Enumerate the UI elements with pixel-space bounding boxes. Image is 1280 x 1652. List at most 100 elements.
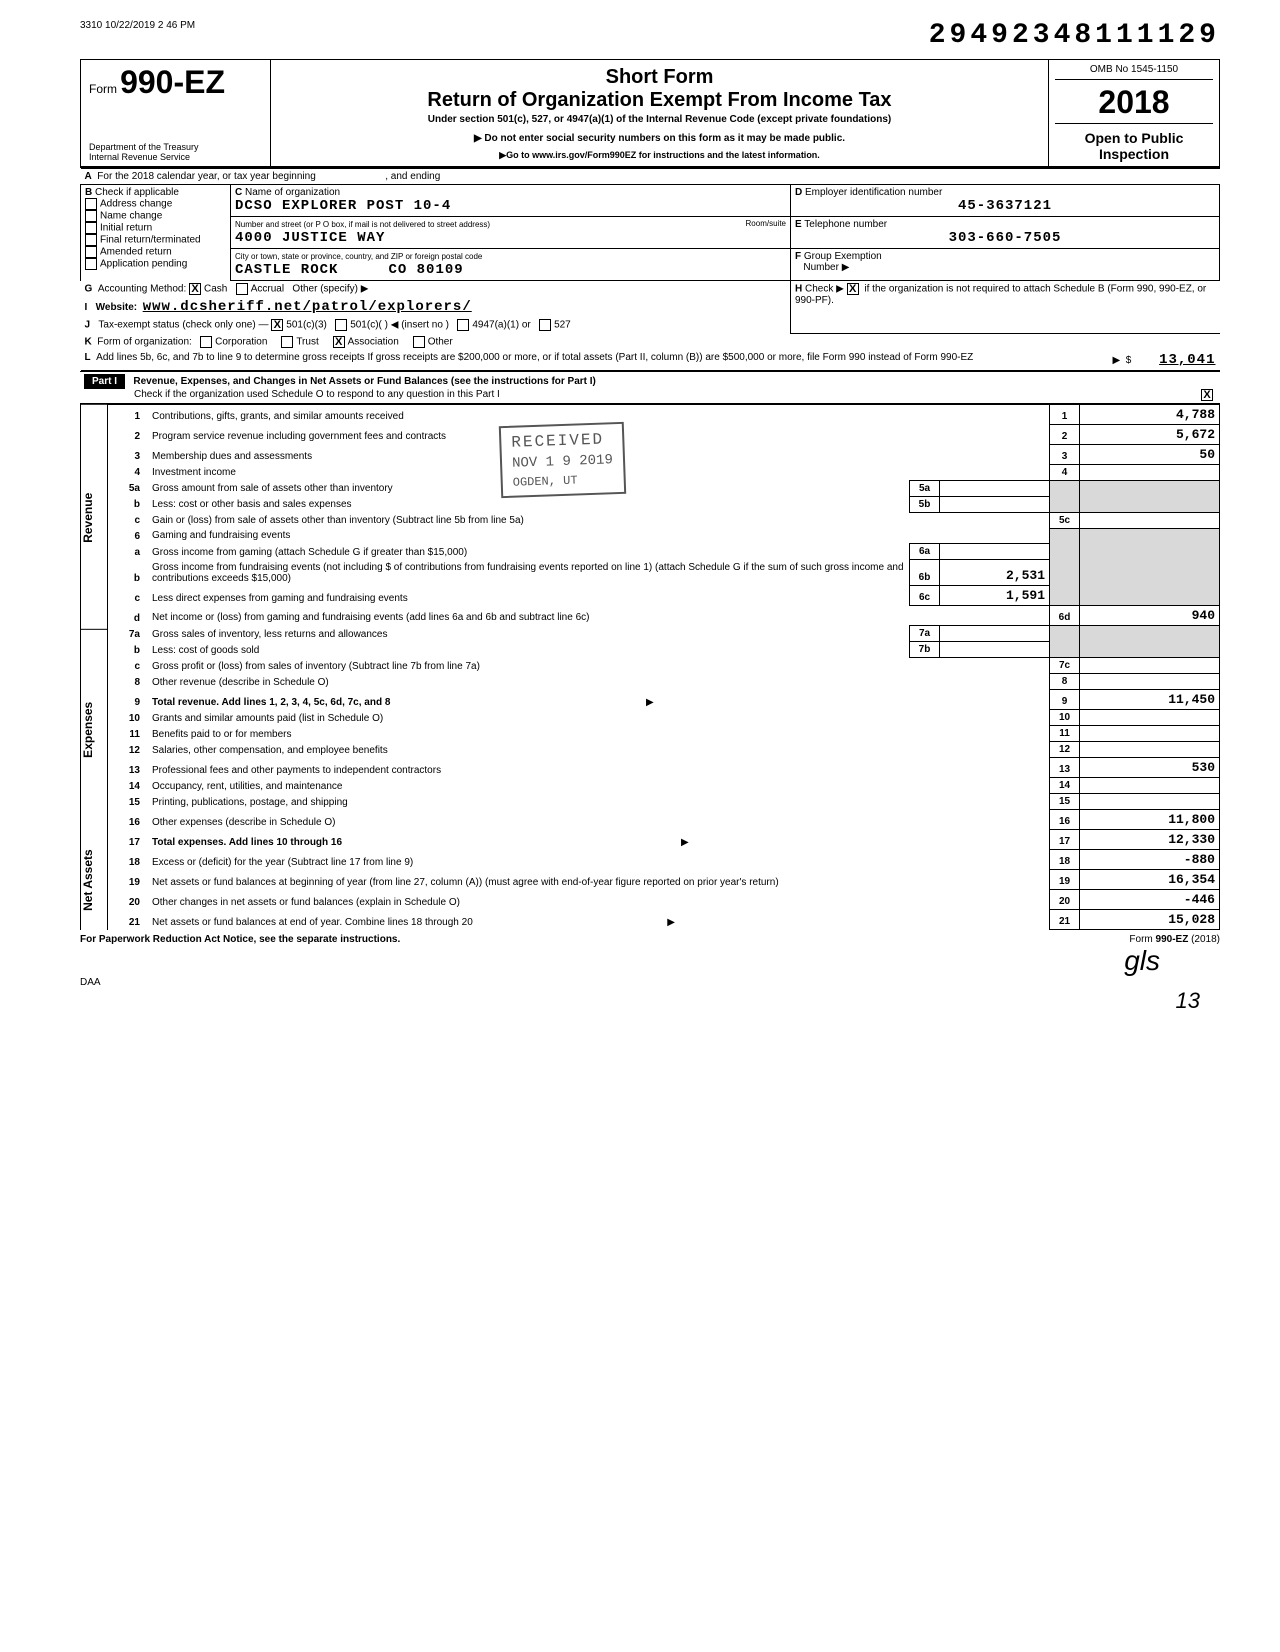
line-6c-desc: Less direct expenses from gaming and fun…: [148, 586, 910, 606]
title-line2: Return of Organization Exempt From Incom…: [281, 89, 1038, 112]
I-label: Website:: [96, 302, 138, 313]
sub-5a: 5a: [910, 480, 940, 496]
line-17-amt: 12,330: [1080, 830, 1220, 850]
line-17-desc: Total expenses. Add lines 10 through 16: [152, 837, 342, 848]
open-inspection: Open to Public Inspection: [1055, 130, 1213, 162]
line-6a-subamt: [940, 544, 1050, 560]
dept-irs: Internal Revenue Service: [89, 152, 262, 162]
goto-url: ▶Go to www.irs.gov/Form990EZ for instruc…: [281, 150, 1038, 161]
omb-number: OMB No 1545-1150: [1055, 64, 1213, 80]
chk-other-org[interactable]: [413, 336, 425, 348]
line-7c-desc: Gross profit or (loss) from sales of inv…: [148, 658, 1050, 674]
form-prefix: Form: [89, 82, 117, 96]
line-5a-subamt: [940, 480, 1050, 496]
section-revenue: Revenue: [81, 404, 107, 630]
line-7a-subamt: [940, 626, 1050, 642]
document-locator-number: 29492348111129: [929, 20, 1220, 51]
sub-5b: 5b: [910, 496, 940, 512]
line-5c-amt: [1080, 512, 1220, 528]
line-21-amt: 15,028: [1080, 910, 1220, 930]
chk-address-change[interactable]: [85, 198, 97, 210]
line-20-desc: Other changes in net assets or fund bala…: [148, 890, 1050, 910]
chk-4947[interactable]: [457, 319, 469, 331]
line-8-amt: [1080, 674, 1220, 690]
part1-check-text: Check if the organization used Schedule …: [134, 389, 500, 400]
line-12-amt: [1080, 742, 1220, 758]
chk-amended-return[interactable]: [85, 246, 97, 258]
line-A: For the 2018 calendar year, or tax year …: [97, 171, 315, 182]
title-line1: Short Form: [281, 66, 1038, 89]
C-label: Name of organization: [245, 187, 340, 198]
form-number: 990-EZ: [120, 64, 225, 100]
opt-501c3: 501(c)(3): [286, 320, 327, 331]
form-reference: Form 990-EZ (2018): [1129, 934, 1220, 945]
daa: DAA: [80, 977, 1220, 988]
room-label: Room/suite: [746, 219, 786, 228]
sub-6a: 6a: [910, 544, 940, 560]
chk-initial-return[interactable]: [85, 222, 97, 234]
chk-501c[interactable]: [335, 319, 347, 331]
initials: gls: [80, 945, 1220, 977]
J-label: Tax-exempt status (check only one) —: [98, 320, 268, 331]
line-5b-subamt: [940, 496, 1050, 512]
K-label: Form of organization:: [97, 336, 192, 347]
chk-501c3[interactable]: X: [271, 319, 283, 331]
chk-application-pending[interactable]: [85, 258, 97, 270]
opt-amended-return: Amended return: [100, 247, 172, 258]
line-13-amt: 530: [1080, 758, 1220, 778]
line-19-desc: Net assets or fund balances at beginning…: [148, 870, 1050, 890]
H-label: Check ▶: [805, 284, 844, 295]
dept-treasury: Department of the Treasury: [89, 142, 262, 152]
G-label: Accounting Method:: [98, 284, 186, 295]
D-label: Employer identification number: [805, 187, 942, 198]
addr-label: Number and street (or P O box, if mail i…: [235, 220, 490, 229]
footer: For Paperwork Reduction Act Notice, see …: [80, 934, 1220, 945]
line-13-desc: Professional fees and other payments to …: [148, 758, 1050, 778]
line-19-amt: 16,354: [1080, 870, 1220, 890]
line-5b-desc: Less: cost or other basis and sales expe…: [148, 496, 910, 512]
paperwork-notice: For Paperwork Reduction Act Notice, see …: [80, 934, 400, 945]
line-6b-subamt: 2,531: [940, 560, 1050, 586]
top-row: 3310 10/22/2019 2 46 PM 29492348111129: [80, 20, 1220, 51]
chk-527[interactable]: [539, 319, 551, 331]
year-box: OMB No 1545-1150 2018 Open to Public Ins…: [1049, 60, 1219, 166]
entity-table: A For the 2018 calendar year, or tax yea…: [80, 168, 1220, 371]
line-11-amt: [1080, 726, 1220, 742]
chk-trust[interactable]: [281, 336, 293, 348]
phone: 303-660-7505: [949, 230, 1062, 246]
chk-cash[interactable]: X: [189, 283, 201, 295]
L-text: Add lines 5b, 6c, and 7b to line 9 to de…: [96, 352, 973, 363]
opt-application-pending: Application pending: [100, 259, 187, 270]
opt-other-org: Other: [428, 336, 453, 347]
street-address: 4000 JUSTICE WAY: [235, 230, 385, 246]
print-timestamp: 3310 10/22/2019 2 46 PM: [80, 20, 195, 31]
chk-association[interactable]: X: [333, 336, 345, 348]
line-11-desc: Benefits paid to or for members: [148, 726, 1050, 742]
chk-schedule-b-not-required[interactable]: X: [847, 283, 859, 295]
line-7b-subamt: [940, 642, 1050, 658]
section-netassets: Net Assets: [81, 830, 107, 930]
line-21-desc: Net assets or fund balances at end of ye…: [152, 917, 473, 928]
chk-accrual[interactable]: [236, 283, 248, 295]
line-3-amt: 50: [1080, 444, 1220, 464]
line-14-desc: Occupancy, rent, utilities, and maintena…: [148, 778, 1050, 794]
line-9-desc: Total revenue. Add lines 1, 2, 3, 4, 5c,…: [152, 697, 390, 708]
chk-corporation[interactable]: [200, 336, 212, 348]
line-1-desc: Contributions, gifts, grants, and simila…: [148, 404, 1050, 424]
opt-initial-return: Initial return: [100, 223, 152, 234]
chk-name-change[interactable]: [85, 210, 97, 222]
line-18-amt: -880: [1080, 850, 1220, 870]
part1-label: Part I: [84, 374, 125, 389]
line-7b-desc: Less: cost of goods sold: [148, 642, 910, 658]
line-2-desc: Program service revenue including govern…: [148, 424, 1050, 444]
form-number-box: Form 990-EZ Department of the Treasury I…: [81, 60, 271, 166]
line-6a-desc: Gross income from gaming (attach Schedul…: [148, 544, 910, 560]
line-7c-amt: [1080, 658, 1220, 674]
line-6-desc: Gaming and fundraising events: [148, 528, 1050, 544]
line-15-amt: [1080, 794, 1220, 810]
line-15-desc: Printing, publications, postage, and shi…: [148, 794, 1050, 810]
line-6b-desc: Gross income from fundraising events (no…: [148, 560, 910, 586]
chk-schedule-o[interactable]: X: [1201, 389, 1213, 401]
chk-final-return[interactable]: [85, 234, 97, 246]
opt-cash: Cash: [204, 284, 227, 295]
